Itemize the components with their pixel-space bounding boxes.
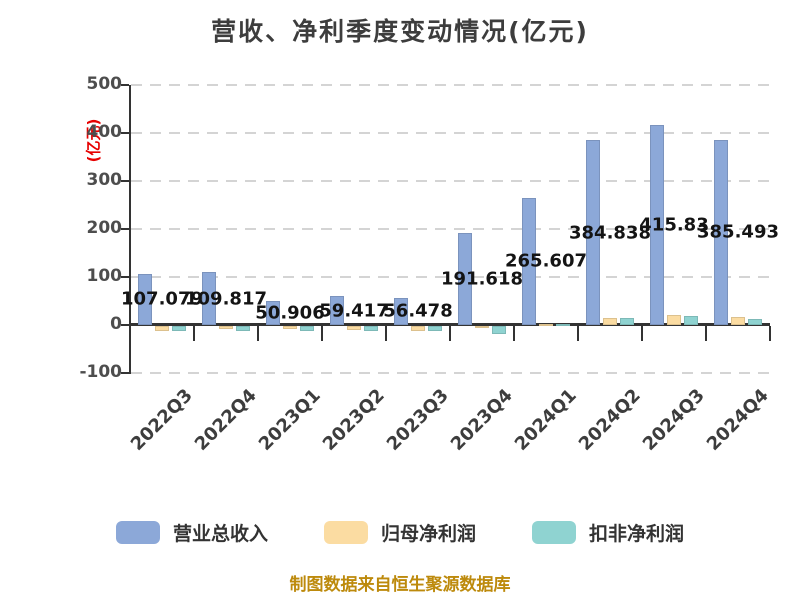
bar-series1-2024Q1 xyxy=(522,197,536,325)
y-axis-tick xyxy=(121,276,129,278)
bar-series3-2023Q3 xyxy=(428,326,442,332)
y-axis-tick xyxy=(121,324,129,326)
x-axis-tick xyxy=(385,326,387,341)
bar-series2-2023Q1 xyxy=(283,326,297,330)
bar-series3-2024Q1 xyxy=(556,324,570,326)
bar-value-label: 107.079 xyxy=(121,288,203,310)
y-axis-tick xyxy=(121,372,129,374)
bar-value-label: 59.417 xyxy=(319,300,389,322)
x-axis-tick xyxy=(257,326,259,341)
y-tick-label: -100 xyxy=(79,362,122,382)
x-axis-tick xyxy=(577,326,579,341)
x-axis-label: 2023Q3 xyxy=(382,385,453,455)
y-tick-label: 0 xyxy=(110,314,122,334)
bar-series3-2023Q1 xyxy=(300,326,314,331)
gridline--100 xyxy=(131,372,770,374)
bar-series2-2024Q1 xyxy=(539,323,553,326)
bar-series2-2023Q2 xyxy=(347,326,361,330)
x-axis-label: 2023Q2 xyxy=(318,385,389,455)
bar-value-label: 265.607 xyxy=(505,250,587,272)
bar-series2-2023Q4 xyxy=(475,326,489,328)
x-axis-label: 2024Q3 xyxy=(638,385,709,455)
bar-series3-2024Q2 xyxy=(620,318,634,325)
x-axis-tick xyxy=(193,326,195,341)
y-axis-tick xyxy=(121,180,129,182)
bar-series2-2024Q2 xyxy=(603,317,617,325)
legend-swatch xyxy=(115,521,160,544)
legend-swatch xyxy=(323,521,368,544)
bar-series3-2023Q2 xyxy=(364,326,378,331)
x-axis-label: 2024Q1 xyxy=(510,385,581,455)
bar-series2-2024Q3 xyxy=(667,315,681,325)
x-axis-label: 2024Q4 xyxy=(702,385,773,455)
bar-series1-2022Q3 xyxy=(138,273,152,325)
bar-series1-2023Q1 xyxy=(266,300,280,325)
x-axis-label: 2023Q1 xyxy=(254,385,325,455)
legend-swatch xyxy=(532,521,576,544)
y-tick-label: 400 xyxy=(86,122,123,142)
legend-label: 营业总收入 xyxy=(172,523,268,545)
x-axis-tick xyxy=(769,326,771,341)
bar-value-label: 109.817 xyxy=(185,288,267,310)
gridline-300 xyxy=(131,180,770,182)
gridline-100 xyxy=(131,276,770,278)
bar-value-label: 384.838 xyxy=(569,222,651,244)
bar-series3-2022Q4 xyxy=(236,326,250,332)
bar-series1-2023Q3 xyxy=(394,297,408,325)
gridline-200 xyxy=(131,228,770,230)
bar-value-label: 385.493 xyxy=(697,221,779,243)
bar-value-label: 56.478 xyxy=(383,300,453,322)
bar-series1-2022Q4 xyxy=(202,272,216,325)
bar-value-label: 191.618 xyxy=(441,268,523,290)
x-axis-tick xyxy=(129,326,131,341)
legend-item: 归母净利润 xyxy=(323,519,476,546)
bar-series3-2024Q3 xyxy=(684,315,698,325)
bar-value-label: 415.83 xyxy=(639,214,709,236)
legend-label: 归母净利润 xyxy=(380,523,476,545)
gridline-400 xyxy=(131,132,770,134)
y-axis-line xyxy=(129,85,131,374)
data-source-note: 制图数据来自恒生聚源数据库 xyxy=(289,575,511,595)
x-axis-label: 2023Q4 xyxy=(446,385,517,455)
bar-series1-2024Q3 xyxy=(650,125,664,325)
bar-value-label: 50.906 xyxy=(255,302,325,324)
x-axis-label: 2024Q2 xyxy=(574,385,645,455)
y-tick-label: 300 xyxy=(86,170,123,190)
bar-series3-2024Q4 xyxy=(748,318,762,325)
legend-item: 营业总收入 xyxy=(115,519,268,546)
x-axis-tick xyxy=(641,326,643,341)
x-axis-line xyxy=(130,323,770,326)
y-tick-label: 100 xyxy=(86,266,123,286)
bar-series1-2024Q4 xyxy=(714,139,728,325)
bar-series2-2022Q4 xyxy=(219,326,233,330)
y-tick-label: 500 xyxy=(86,74,123,94)
chart-legend: 营业总收入 归母净利润 扣非净利润 xyxy=(0,519,800,546)
x-axis-tick xyxy=(513,326,515,341)
y-axis-tick xyxy=(121,228,129,230)
bar-series3-2022Q3 xyxy=(172,326,186,331)
y-tick-label: 200 xyxy=(86,218,123,238)
bar-series1-2023Q4 xyxy=(458,233,472,325)
bar-series2-2024Q4 xyxy=(731,317,745,325)
x-axis-label: 2022Q4 xyxy=(190,385,261,455)
x-axis-tick xyxy=(321,326,323,341)
bar-series2-2022Q3 xyxy=(155,326,169,331)
y-axis-tick xyxy=(121,84,129,86)
x-axis-label: 2022Q3 xyxy=(126,385,197,455)
bar-series1-2024Q2 xyxy=(586,140,600,325)
x-axis-tick xyxy=(449,326,451,341)
y-axis-tick xyxy=(121,132,129,134)
gridline-500 xyxy=(131,84,770,86)
legend-label: 扣非净利润 xyxy=(589,523,685,545)
bar-series1-2023Q2 xyxy=(330,296,344,325)
chart-title: 营收、净利季度变动情况(亿元) xyxy=(211,17,589,46)
bar-series3-2023Q4 xyxy=(492,326,506,334)
x-axis-tick xyxy=(705,326,707,341)
bar-series2-2023Q3 xyxy=(411,326,425,331)
legend-item: 扣非净利润 xyxy=(532,519,684,546)
